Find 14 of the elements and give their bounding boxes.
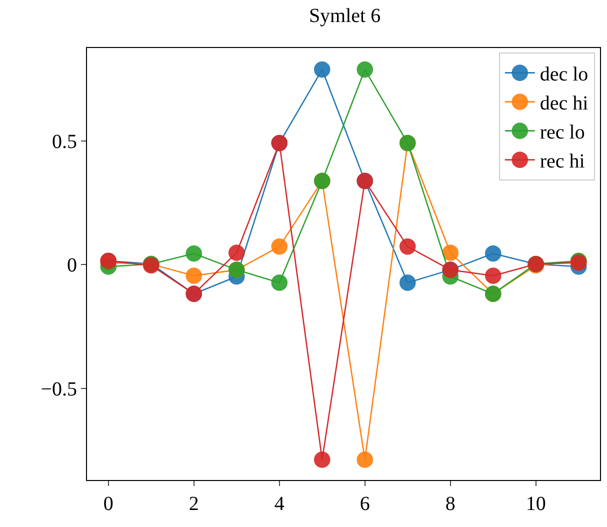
x-tick-label: 6 xyxy=(360,493,370,515)
chart-title: Symlet 6 xyxy=(308,4,381,27)
y-tick-label: −0.5 xyxy=(40,378,77,400)
x-tick-label: 0 xyxy=(103,493,114,515)
x-tick-label: 4 xyxy=(274,493,284,515)
legend-label: rec lo xyxy=(540,122,585,144)
legend-label: rec hi xyxy=(540,150,586,173)
legend-label: dec hi xyxy=(540,92,589,115)
y-tick-label: 0 xyxy=(67,254,77,277)
legend-label: dec lo xyxy=(540,64,588,86)
x-tick-label: 8 xyxy=(445,493,456,515)
x-tick-label: 10 xyxy=(526,493,546,515)
x-tick-label: 2 xyxy=(188,493,199,515)
y-tick-label: 0.5 xyxy=(52,130,77,153)
